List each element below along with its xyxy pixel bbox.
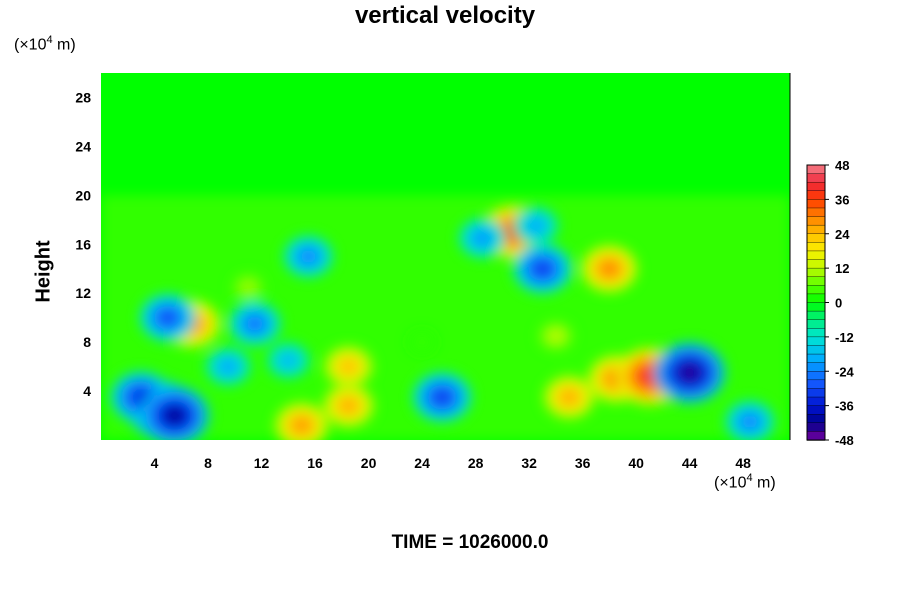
colorbar-swatch: [806, 242, 826, 252]
x-tick-label: 40: [628, 455, 644, 471]
colorbar-swatch: [806, 173, 826, 183]
velocity-cell: [433, 389, 452, 405]
x-tick-label: 12: [254, 455, 270, 471]
colorbar-tick-label: 36: [835, 192, 849, 207]
colorbar-swatch: [806, 319, 826, 329]
x-tick-label: 44: [682, 455, 698, 471]
colorbar-swatch: [806, 233, 826, 244]
colorbar-tick-label: 0: [835, 296, 842, 311]
colorbar: 48 36 24 12 0 -12 -24 -36 -48: [806, 158, 855, 448]
colorbar-tick-label: -24: [835, 364, 855, 379]
colorbar-swatch: [806, 250, 826, 261]
colorbar-swatch: [806, 199, 826, 209]
colorbar-swatch: [806, 422, 826, 433]
x-tick-label: 48: [735, 455, 751, 471]
colorbar-swatch: [806, 414, 826, 424]
velocity-cell: [292, 417, 311, 433]
velocity-cell: [241, 281, 255, 293]
y-tick-label: 8: [83, 334, 91, 350]
plot-area: [101, 73, 790, 440]
colorbar-swatch: [806, 293, 826, 304]
colorbar-swatch: [806, 259, 826, 269]
colorbar-swatch: [806, 371, 826, 381]
x-tick-label: 8: [204, 455, 212, 471]
colorbar-tick-label: -12: [835, 330, 854, 345]
colorbar-swatch: [806, 181, 826, 192]
velocity-cell: [533, 260, 552, 277]
colorbar-tick-label: 48: [835, 158, 849, 173]
colorbar-swatch: [806, 362, 826, 372]
colorbar-swatch: [806, 267, 826, 278]
chart-title: vertical velocity: [354, 2, 536, 29]
velocity-cell: [741, 414, 759, 429]
x-tick-label: 4: [151, 455, 159, 471]
colorbar-swatch: [806, 302, 826, 312]
y-tick-label: 28: [75, 89, 91, 105]
velocity-cell: [679, 363, 701, 382]
colorbar-tick-label: 12: [835, 261, 849, 276]
y-axis-unit: (×104 m): [14, 34, 76, 54]
y-tick-label: 24: [75, 138, 91, 154]
velocity-field: [110, 205, 776, 440]
velocity-cell: [560, 389, 578, 405]
colorbar-swatch: [806, 164, 826, 175]
colorbar-swatch: [806, 224, 826, 235]
velocity-cell: [416, 336, 429, 348]
x-tick-label: 24: [414, 455, 430, 471]
x-axis-unit: (×104 m): [714, 472, 776, 492]
velocity-cell: [548, 330, 563, 342]
x-tick-label: 28: [468, 455, 484, 471]
y-tick-label: 4: [83, 383, 91, 399]
colorbar-swatch: [806, 190, 826, 201]
velocity-cell: [340, 398, 357, 413]
colorbar-swatch: [806, 336, 826, 347]
colorbar-swatch: [806, 216, 826, 226]
colorbar-swatch: [806, 310, 826, 321]
velocity-cell: [340, 359, 357, 374]
x-tick-label: 20: [361, 455, 377, 471]
x-tick-label: 32: [521, 455, 537, 471]
colorbar-swatch: [806, 276, 826, 287]
colorbar-swatch: [806, 207, 826, 218]
velocity-cell: [246, 316, 264, 331]
x-tick-label: 16: [307, 455, 323, 471]
time-label: TIME = 1026000.0: [391, 532, 549, 553]
x-tick-label: 36: [575, 455, 591, 471]
colorbar-swatch: [806, 405, 826, 415]
colorbar-swatch: [806, 431, 826, 441]
y-tick-label: 20: [75, 187, 91, 203]
velocity-cell: [600, 261, 619, 277]
colorbar-swatch: [806, 285, 826, 295]
velocity-cell: [220, 359, 236, 374]
velocity-cell: [300, 249, 317, 264]
colorbar-swatch: [806, 388, 826, 398]
colorbar-tick-label: -36: [835, 399, 854, 414]
velocity-cell: [528, 219, 544, 233]
colorbar-swatch: [806, 345, 826, 355]
velocity-cell: [158, 310, 177, 326]
colorbar-tick-label: 24: [835, 227, 850, 242]
velocity-cell: [280, 354, 296, 367]
colorbar-swatch: [806, 328, 826, 338]
colorbar-swatch: [806, 379, 826, 390]
velocity-cell: [164, 406, 185, 425]
y-tick-label: 12: [75, 285, 91, 301]
colorbar-tick-label: -48: [835, 433, 854, 448]
velocity-cell: [474, 231, 491, 245]
colorbar-swatch: [806, 396, 826, 407]
y-tick-label: 16: [75, 236, 91, 252]
colorbar-swatch: [806, 353, 826, 364]
